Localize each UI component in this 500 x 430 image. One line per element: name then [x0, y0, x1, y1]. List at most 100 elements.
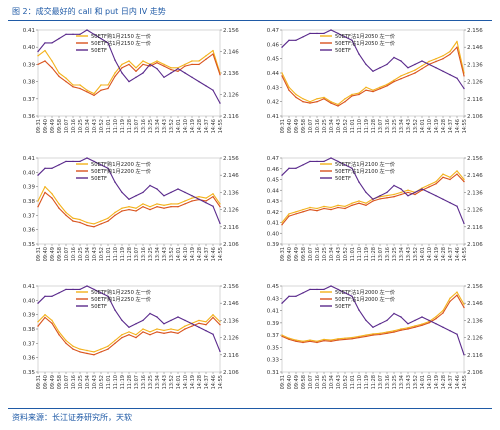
x-tick-label: 09:40: [287, 375, 293, 389]
data-point: [407, 327, 409, 329]
data-point: [281, 174, 283, 176]
data-point: [302, 164, 304, 166]
data-point: [281, 46, 283, 48]
x-tick-label: 13:34: [155, 247, 161, 261]
data-point: [337, 204, 339, 206]
data-point: [72, 33, 74, 35]
x-tick-label: 11:01: [106, 119, 112, 133]
data-point: [177, 70, 179, 72]
data-point: [379, 198, 381, 200]
data-point: [442, 176, 444, 178]
data-point: [128, 334, 130, 336]
legend-label: 50ETF购1月2150 左一价: [91, 32, 152, 40]
data-point: [219, 350, 221, 353]
data-point: [288, 295, 290, 297]
y-left-tick-label: 0.38: [23, 80, 36, 86]
y-left-tick-label: 0.39: [23, 313, 36, 319]
data-point: [212, 89, 214, 91]
data-point: [163, 207, 165, 209]
y-left-tick-label: 0.33: [267, 358, 280, 364]
data-point: [372, 198, 374, 200]
y-left-tick-label: 0.44: [267, 188, 280, 194]
data-point: [142, 331, 144, 333]
data-point: [142, 191, 144, 194]
data-point: [372, 326, 374, 328]
data-point: [114, 342, 116, 344]
x-tick-label: 10:34: [329, 375, 335, 389]
x-tick-label: 14:46: [455, 375, 461, 389]
data-point: [121, 72, 123, 74]
x-tick-label: 09:58: [57, 375, 63, 389]
data-point: [463, 178, 465, 181]
data-point: [58, 164, 60, 166]
data-point: [302, 292, 304, 294]
x-tick-label: 10:43: [336, 247, 342, 261]
series-line-0: [37, 314, 221, 353]
data-point: [351, 95, 353, 97]
x-tick-label: 10:25: [322, 247, 328, 261]
title-divider: [8, 20, 492, 21]
x-tick-label: 13:34: [399, 247, 405, 261]
data-point: [184, 203, 186, 205]
x-tick-label: 14:28: [441, 119, 447, 133]
data-point: [51, 197, 53, 199]
data-point: [58, 334, 60, 336]
data-point: [135, 210, 137, 212]
data-point: [86, 29, 88, 31]
data-point: [107, 87, 109, 90]
data-point: [358, 92, 360, 94]
data-point: [456, 294, 458, 296]
data-point: [65, 80, 67, 83]
x-tick-label: 11:10: [357, 247, 363, 261]
y-right-tick-label: 2.136: [223, 318, 239, 324]
series-line-0: [37, 186, 221, 225]
data-point: [295, 96, 297, 99]
data-point: [93, 226, 95, 228]
data-point: [37, 174, 39, 176]
data-point: [323, 32, 325, 35]
data-point: [135, 334, 137, 336]
data-point: [44, 314, 46, 316]
x-tick-label: 13:25: [148, 375, 154, 389]
x-tick-label: 11:19: [120, 375, 126, 389]
data-point: [372, 334, 374, 336]
data-point: [107, 84, 109, 86]
source-note: 资料来源：长江证券研究所，天软: [12, 413, 132, 422]
data-point: [135, 207, 137, 209]
x-tick-label: 09:49: [50, 119, 56, 133]
y-right-tick-label: 2.146: [223, 301, 239, 307]
data-point: [121, 63, 123, 66]
data-point: [351, 93, 353, 96]
data-point: [295, 339, 297, 341]
legend-label: 50ETF沽1月2000 左一价: [335, 295, 396, 303]
data-point: [456, 333, 458, 335]
data-point: [428, 60, 430, 63]
series-line-0: [281, 40, 465, 106]
data-point: [86, 91, 88, 93]
data-point: [205, 85, 207, 87]
data-point: [456, 173, 458, 175]
data-point: [121, 336, 123, 339]
y-left-tick-label: 0.40: [23, 170, 36, 176]
x-tick-label: 11:28: [127, 247, 133, 261]
x-tick-label: 10:25: [322, 119, 328, 133]
data-point: [330, 208, 332, 211]
x-tick-label: 13:52: [413, 375, 419, 389]
data-point: [351, 39, 353, 41]
data-point: [114, 211, 116, 214]
y-left-tick-label: 0.43: [267, 85, 280, 91]
y-right-tick-label: 2.116: [223, 225, 239, 231]
data-point: [386, 63, 388, 66]
x-tick-label: 14:55: [218, 375, 224, 389]
data-point: [337, 338, 339, 340]
x-tick-label: 10:34: [85, 247, 91, 261]
x-tick-label: 14:10: [427, 375, 433, 389]
y-left-tick-label: 0.36: [23, 114, 36, 120]
data-point: [37, 200, 39, 202]
x-tick-label: 13:43: [162, 375, 168, 389]
data-point: [281, 224, 283, 226]
data-point: [142, 60, 144, 62]
data-point: [463, 87, 465, 90]
data-point: [44, 295, 46, 297]
data-point: [337, 206, 339, 209]
